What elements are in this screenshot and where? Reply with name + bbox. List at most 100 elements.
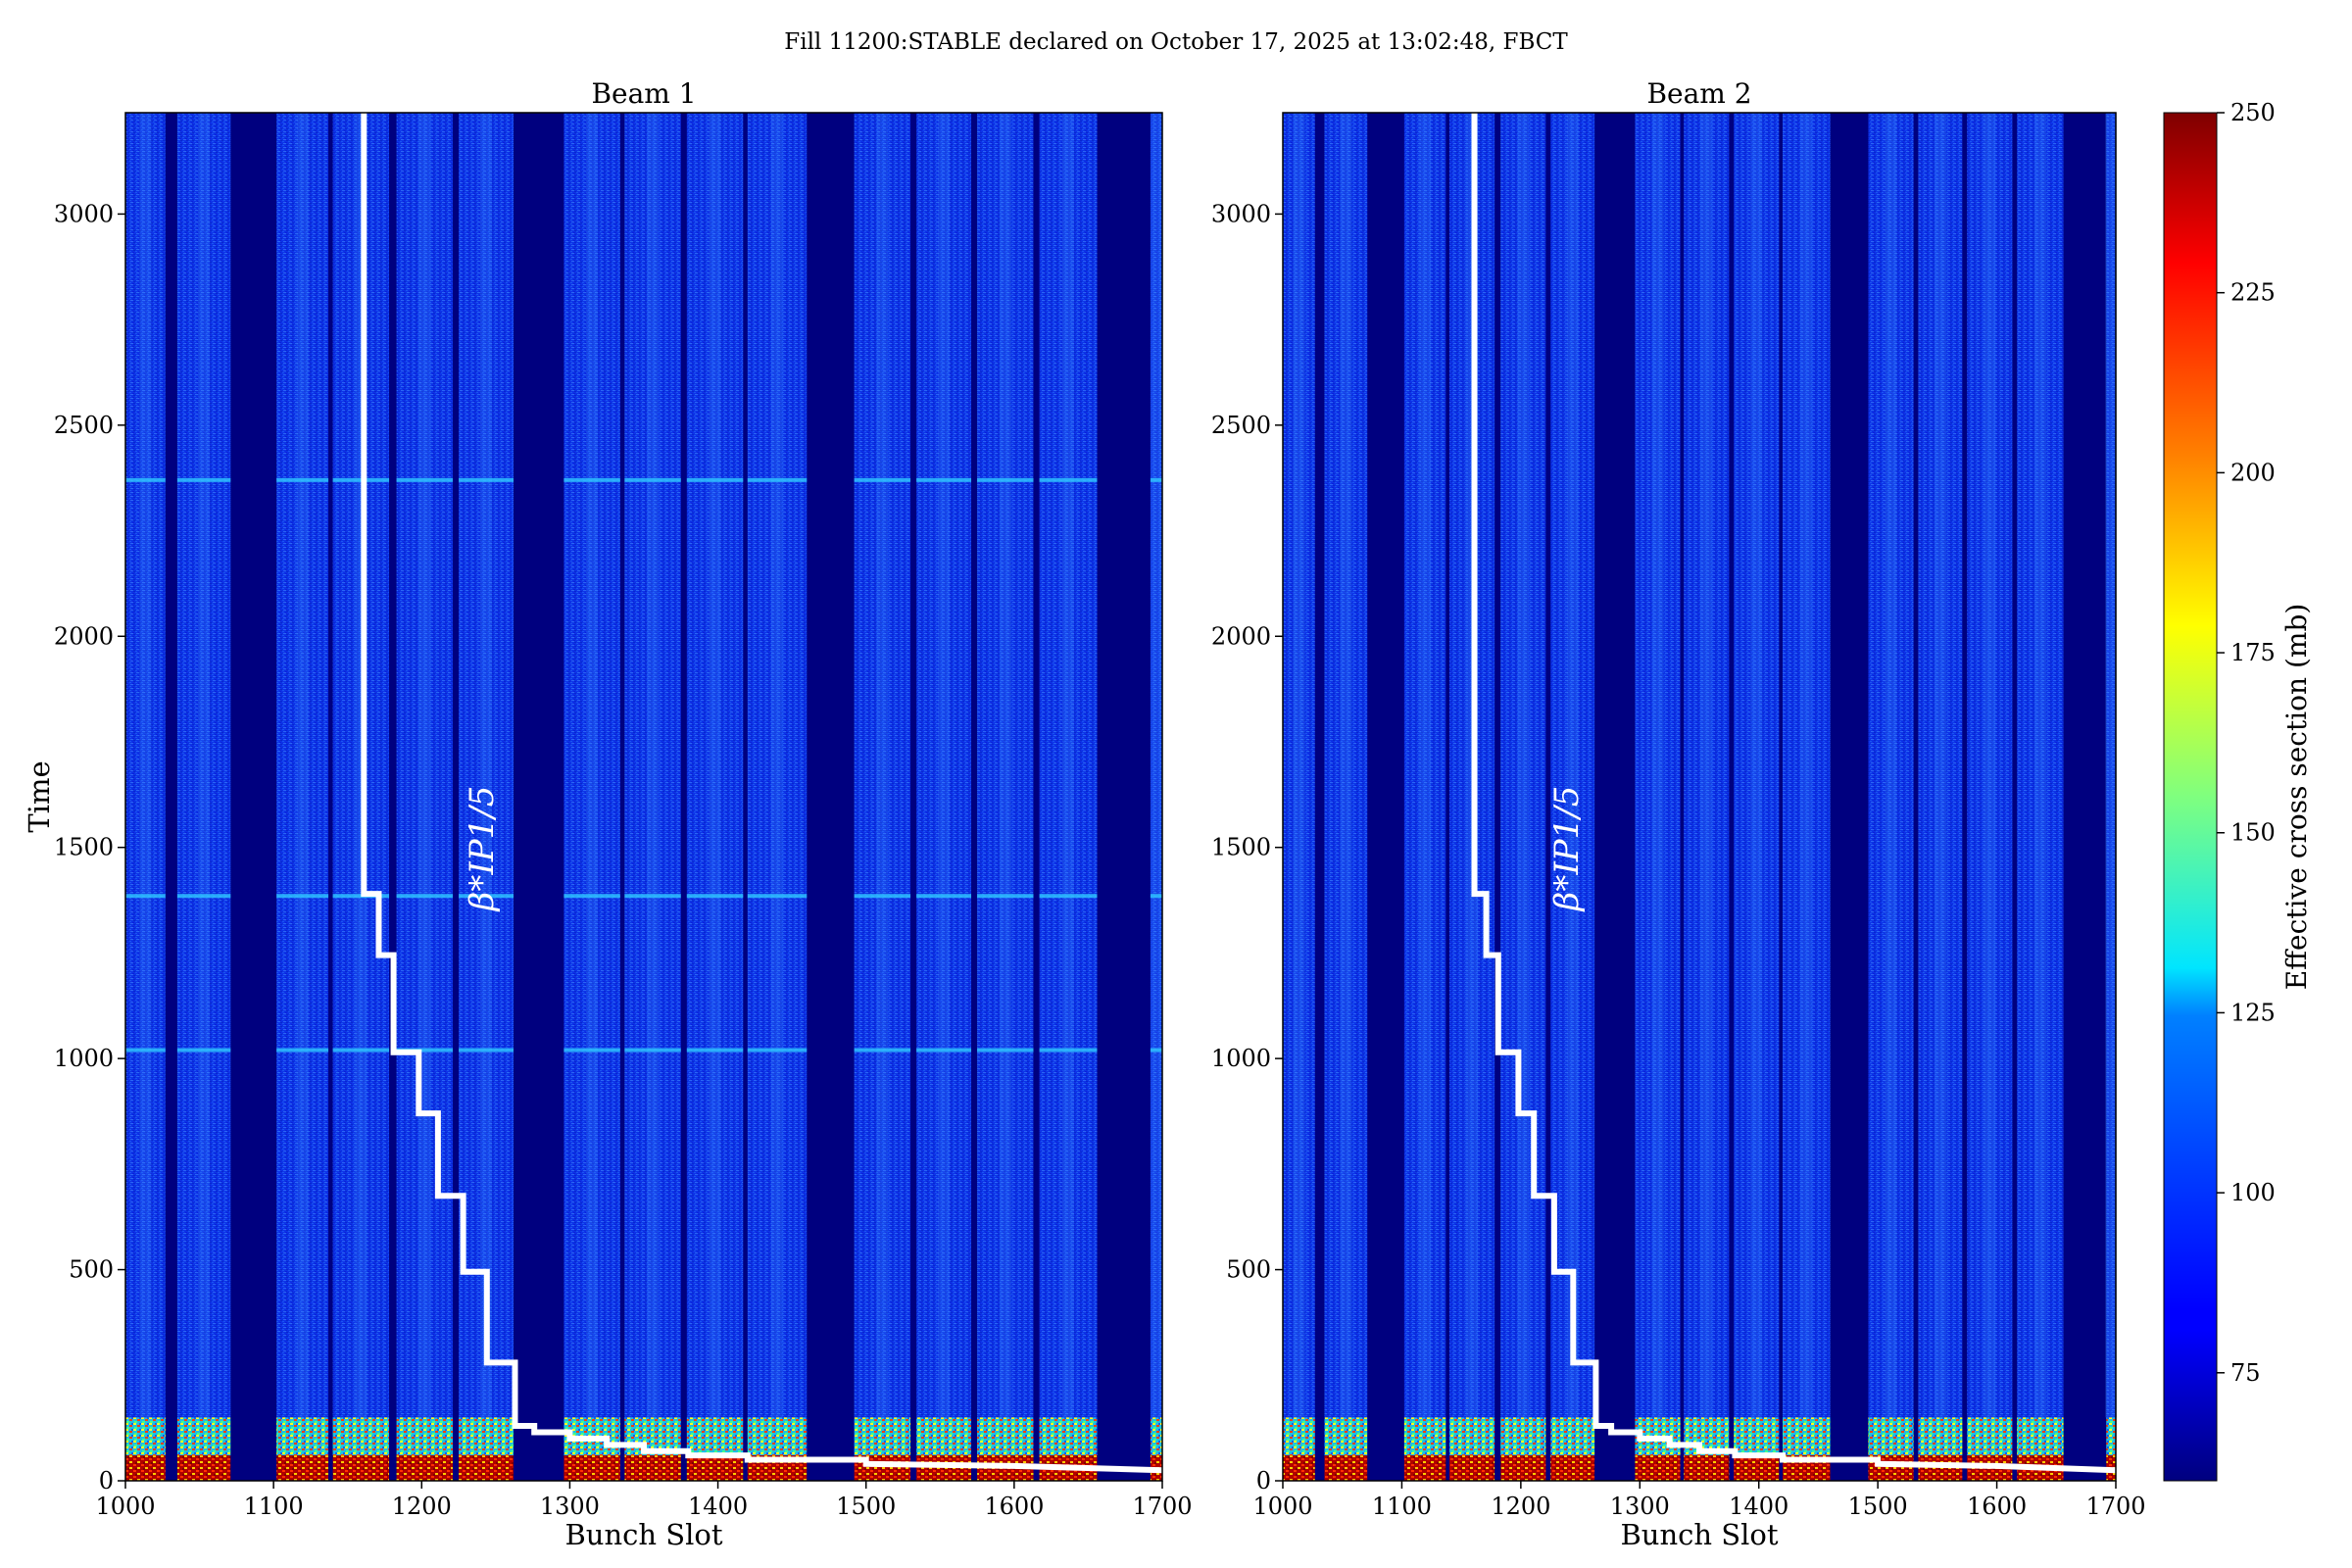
- bunch-train-cells: [176, 113, 231, 1418]
- bunch-train-streak: [1700, 113, 1713, 1418]
- bunch-train-start-cells: [1324, 1455, 1368, 1481]
- bunch-train-start-cells: [176, 1455, 231, 1481]
- axes-frame: [124, 112, 1163, 1482]
- bunch-train-streak: [139, 113, 152, 1418]
- enhanced-row: [916, 477, 972, 482]
- bunch-train-streak: [709, 113, 721, 1418]
- enhanced-row: [977, 894, 1034, 899]
- bunch-train-early-cells: [2017, 1417, 2064, 1456]
- bunch-train-start-cells: [1550, 1455, 1595, 1481]
- bunch-train-early-cells: [176, 1417, 231, 1456]
- x-tick-label: 1300: [540, 1493, 600, 1520]
- bunch-train-cells: [1500, 113, 1546, 1418]
- bunch-train-streak: [1517, 113, 1530, 1418]
- y-tick-label: 2500: [54, 412, 114, 439]
- bunch-train-early-cells: [747, 1417, 808, 1456]
- y-tick-label: 3000: [1211, 200, 1271, 227]
- bunch-train-cells: [1734, 113, 1780, 1418]
- bunch-train-early-cells: [1783, 1417, 1831, 1456]
- colorbar-tick-label: 125: [2230, 999, 2276, 1026]
- bunch-train-streak: [1800, 113, 1813, 1418]
- bunch-train-early-cells: [276, 1417, 329, 1456]
- bunch-train-early-cells: [1868, 1417, 1914, 1456]
- enhanced-row: [624, 1048, 681, 1053]
- y-tick-label: 1500: [54, 834, 114, 861]
- bunch-train-streak: [2105, 113, 2118, 1418]
- beam2-panel: β*IP1/5 1000 1100 1200 1300 1400 1500 1600 1700 0…: [1211, 77, 2146, 1551]
- bunch-train-streak: [1150, 113, 1162, 1418]
- y-axis-label: Time: [23, 760, 56, 832]
- bunch-train-streak: [1566, 113, 1579, 1418]
- bunch-train-start-cells: [276, 1455, 329, 1481]
- x-tick-label: 1100: [244, 1493, 304, 1520]
- bunch-train-start-cells: [564, 1455, 620, 1481]
- enhanced-row: [276, 894, 329, 899]
- bunch-train-early-cells: [1449, 1417, 1495, 1456]
- beta-star-line: [1471, 113, 2117, 1474]
- enhanced-row: [125, 894, 166, 899]
- y-tick-label: 1000: [1211, 1045, 1271, 1072]
- bunch-train-cells: [1039, 113, 1098, 1418]
- y-tick-label: 2500: [1211, 412, 1271, 439]
- enhanced-row: [564, 894, 620, 899]
- enhanced-row: [747, 477, 808, 482]
- y-tick-label: 500: [69, 1256, 114, 1284]
- bunch-train-early-cells: [1283, 1417, 1315, 1456]
- enhanced-row: [459, 1048, 514, 1053]
- bunch-train-early-cells: [1150, 1417, 1162, 1456]
- x-tick-label: 1500: [836, 1493, 896, 1520]
- bunch-train-early-cells: [1500, 1417, 1546, 1456]
- bunch-train-cells: [2106, 113, 2116, 1418]
- bunch-train-start-cells: [125, 1455, 166, 1481]
- bunch-train-early-cells: [332, 1417, 390, 1456]
- y-tick-label: 500: [1226, 1256, 1271, 1284]
- enhanced-row: [686, 1048, 744, 1053]
- enhanced-row: [1039, 477, 1098, 482]
- y-tick-label: 0: [1256, 1467, 1271, 1494]
- bunch-train-cells: [1967, 113, 2013, 1418]
- bunch-train-cells: [1918, 113, 1963, 1418]
- bunch-train-early-cells: [1324, 1417, 1368, 1456]
- bunch-train-cells: [2017, 113, 2064, 1418]
- bunch-train-start-cells: [332, 1455, 390, 1481]
- colorbar: 75 100 125 150 175 200 225 250 Effective cross …: [2163, 99, 2313, 1482]
- x-tick-label: 1100: [1372, 1493, 1432, 1520]
- bunch-train-cells: [916, 113, 972, 1418]
- x-tick-label: 1400: [1729, 1493, 1788, 1520]
- colorbar-tick-label: 225: [2230, 279, 2276, 307]
- enhanced-row: [854, 477, 911, 482]
- bunch-train-cells: [1403, 113, 1446, 1418]
- bunch-train-cells: [854, 113, 911, 1418]
- enhanced-row: [977, 477, 1034, 482]
- bunch-train-streak: [771, 113, 784, 1418]
- colorbar-tick-label: 100: [2230, 1179, 2276, 1206]
- bunch-train-cells: [1684, 113, 1730, 1418]
- bunch-train-cells: [1150, 113, 1162, 1418]
- bunch-train-early-cells: [1918, 1417, 1963, 1456]
- bunch-train-early-cells: [396, 1417, 454, 1456]
- x-tick-label: 1600: [984, 1493, 1044, 1520]
- enhanced-row: [977, 1048, 1034, 1053]
- bunch-train-streak: [198, 113, 211, 1418]
- beta-star-line: [361, 113, 1163, 1474]
- bunch-train-cells: [977, 113, 1034, 1418]
- bunch-train-cells: [396, 113, 454, 1418]
- bunch-train-cells: [686, 113, 744, 1418]
- bunch-train-cells: [1283, 113, 1315, 1418]
- bunch-train-cells: [747, 113, 808, 1418]
- bunch-train-start-cells: [1283, 1455, 1315, 1481]
- colorbar-tick-label: 175: [2230, 639, 2276, 666]
- bunch-train-early-cells: [854, 1417, 911, 1456]
- bunch-train-early-cells: [1967, 1417, 2013, 1456]
- enhanced-row: [396, 1048, 454, 1053]
- bunch-train-start-cells: [1403, 1455, 1446, 1481]
- axes-frame: [1282, 112, 2117, 1482]
- bunch-train-early-cells: [459, 1417, 514, 1456]
- enhanced-row: [396, 477, 454, 482]
- enhanced-row: [176, 477, 231, 482]
- bunch-train-cells: [276, 113, 329, 1418]
- bunch-train-start-cells: [1684, 1455, 1730, 1481]
- bunch-train-streak: [1340, 113, 1352, 1418]
- x-axis-label: Bunch Slot: [564, 1518, 722, 1551]
- x-tick-label: 1600: [1967, 1493, 2027, 1520]
